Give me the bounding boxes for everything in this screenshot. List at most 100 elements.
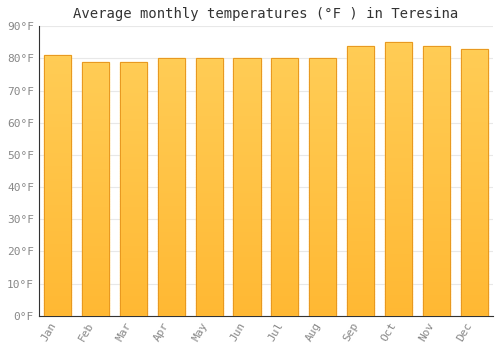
Bar (120, 178, 147, 181)
Bar (120, 158, 147, 161)
Bar (347, 108, 374, 110)
Bar (44, 170, 72, 173)
Bar (234, 285, 260, 287)
Bar (422, 226, 450, 229)
Bar (460, 241, 488, 244)
Bar (309, 208, 336, 210)
Bar (196, 282, 223, 285)
Bar (196, 285, 223, 287)
Bar (82, 72, 109, 74)
Bar (196, 76, 223, 79)
Bar (82, 303, 109, 306)
Bar (385, 275, 412, 278)
Bar (422, 97, 450, 100)
Bar (422, 218, 450, 221)
Bar (82, 224, 109, 227)
Bar (385, 212, 412, 215)
Bar (82, 227, 109, 229)
Bar (347, 100, 374, 102)
Bar (44, 276, 72, 279)
Bar (234, 197, 260, 200)
Bar (82, 189, 109, 191)
Bar (347, 199, 374, 202)
Bar (234, 203, 260, 205)
Bar (385, 59, 412, 62)
Bar (120, 227, 147, 229)
Bar (234, 97, 260, 100)
Bar (158, 141, 185, 143)
Bar (234, 84, 260, 87)
Bar (422, 237, 450, 240)
Bar (120, 232, 147, 235)
Bar (347, 129, 374, 132)
Bar (158, 135, 185, 138)
Bar (120, 217, 147, 219)
Bar (347, 138, 374, 140)
Bar (271, 133, 298, 135)
Bar (460, 236, 488, 238)
Bar (44, 292, 72, 295)
Bar (196, 177, 223, 179)
Bar (196, 208, 223, 210)
Bar (44, 245, 72, 248)
Bar (347, 264, 374, 267)
Bar (347, 140, 374, 143)
Bar (309, 133, 336, 135)
Bar (234, 118, 260, 120)
Bar (385, 204, 412, 206)
Bar (44, 149, 72, 152)
Bar (460, 273, 488, 276)
Bar (82, 125, 109, 128)
Bar (309, 118, 336, 120)
Bar (234, 233, 260, 236)
Bar (460, 214, 488, 217)
Bar (271, 223, 298, 226)
Bar (196, 82, 223, 84)
Bar (44, 287, 72, 289)
Bar (82, 87, 109, 90)
Bar (309, 274, 336, 277)
Bar (347, 248, 374, 251)
Bar (120, 211, 147, 214)
Bar (422, 94, 450, 97)
Bar (385, 179, 412, 182)
Bar (460, 84, 488, 86)
Bar (44, 211, 72, 214)
Bar (422, 275, 450, 278)
Bar (44, 300, 72, 303)
Bar (347, 259, 374, 262)
Bar (158, 110, 185, 112)
Bar (309, 115, 336, 118)
Bar (460, 76, 488, 78)
Bar (309, 76, 336, 79)
Bar (82, 135, 109, 138)
Bar (347, 173, 374, 175)
Bar (422, 46, 450, 48)
Bar (385, 42, 412, 45)
Bar (234, 135, 260, 138)
Bar (120, 168, 147, 171)
Bar (158, 249, 185, 251)
Bar (196, 105, 223, 107)
Bar (385, 154, 412, 157)
Bar (347, 270, 374, 272)
Bar (422, 51, 450, 54)
Bar (82, 77, 109, 79)
Bar (82, 183, 109, 186)
Bar (385, 83, 412, 86)
Bar (44, 222, 72, 224)
Bar (309, 285, 336, 287)
Bar (460, 137, 488, 140)
Bar (82, 105, 109, 107)
Bar (44, 289, 72, 292)
Bar (460, 284, 488, 286)
Bar (271, 200, 298, 203)
Bar (82, 156, 109, 158)
Bar (158, 61, 185, 64)
Bar (309, 151, 336, 154)
Bar (234, 259, 260, 262)
Bar (271, 89, 298, 92)
Bar (347, 297, 374, 300)
Bar (385, 89, 412, 92)
Bar (82, 262, 109, 265)
